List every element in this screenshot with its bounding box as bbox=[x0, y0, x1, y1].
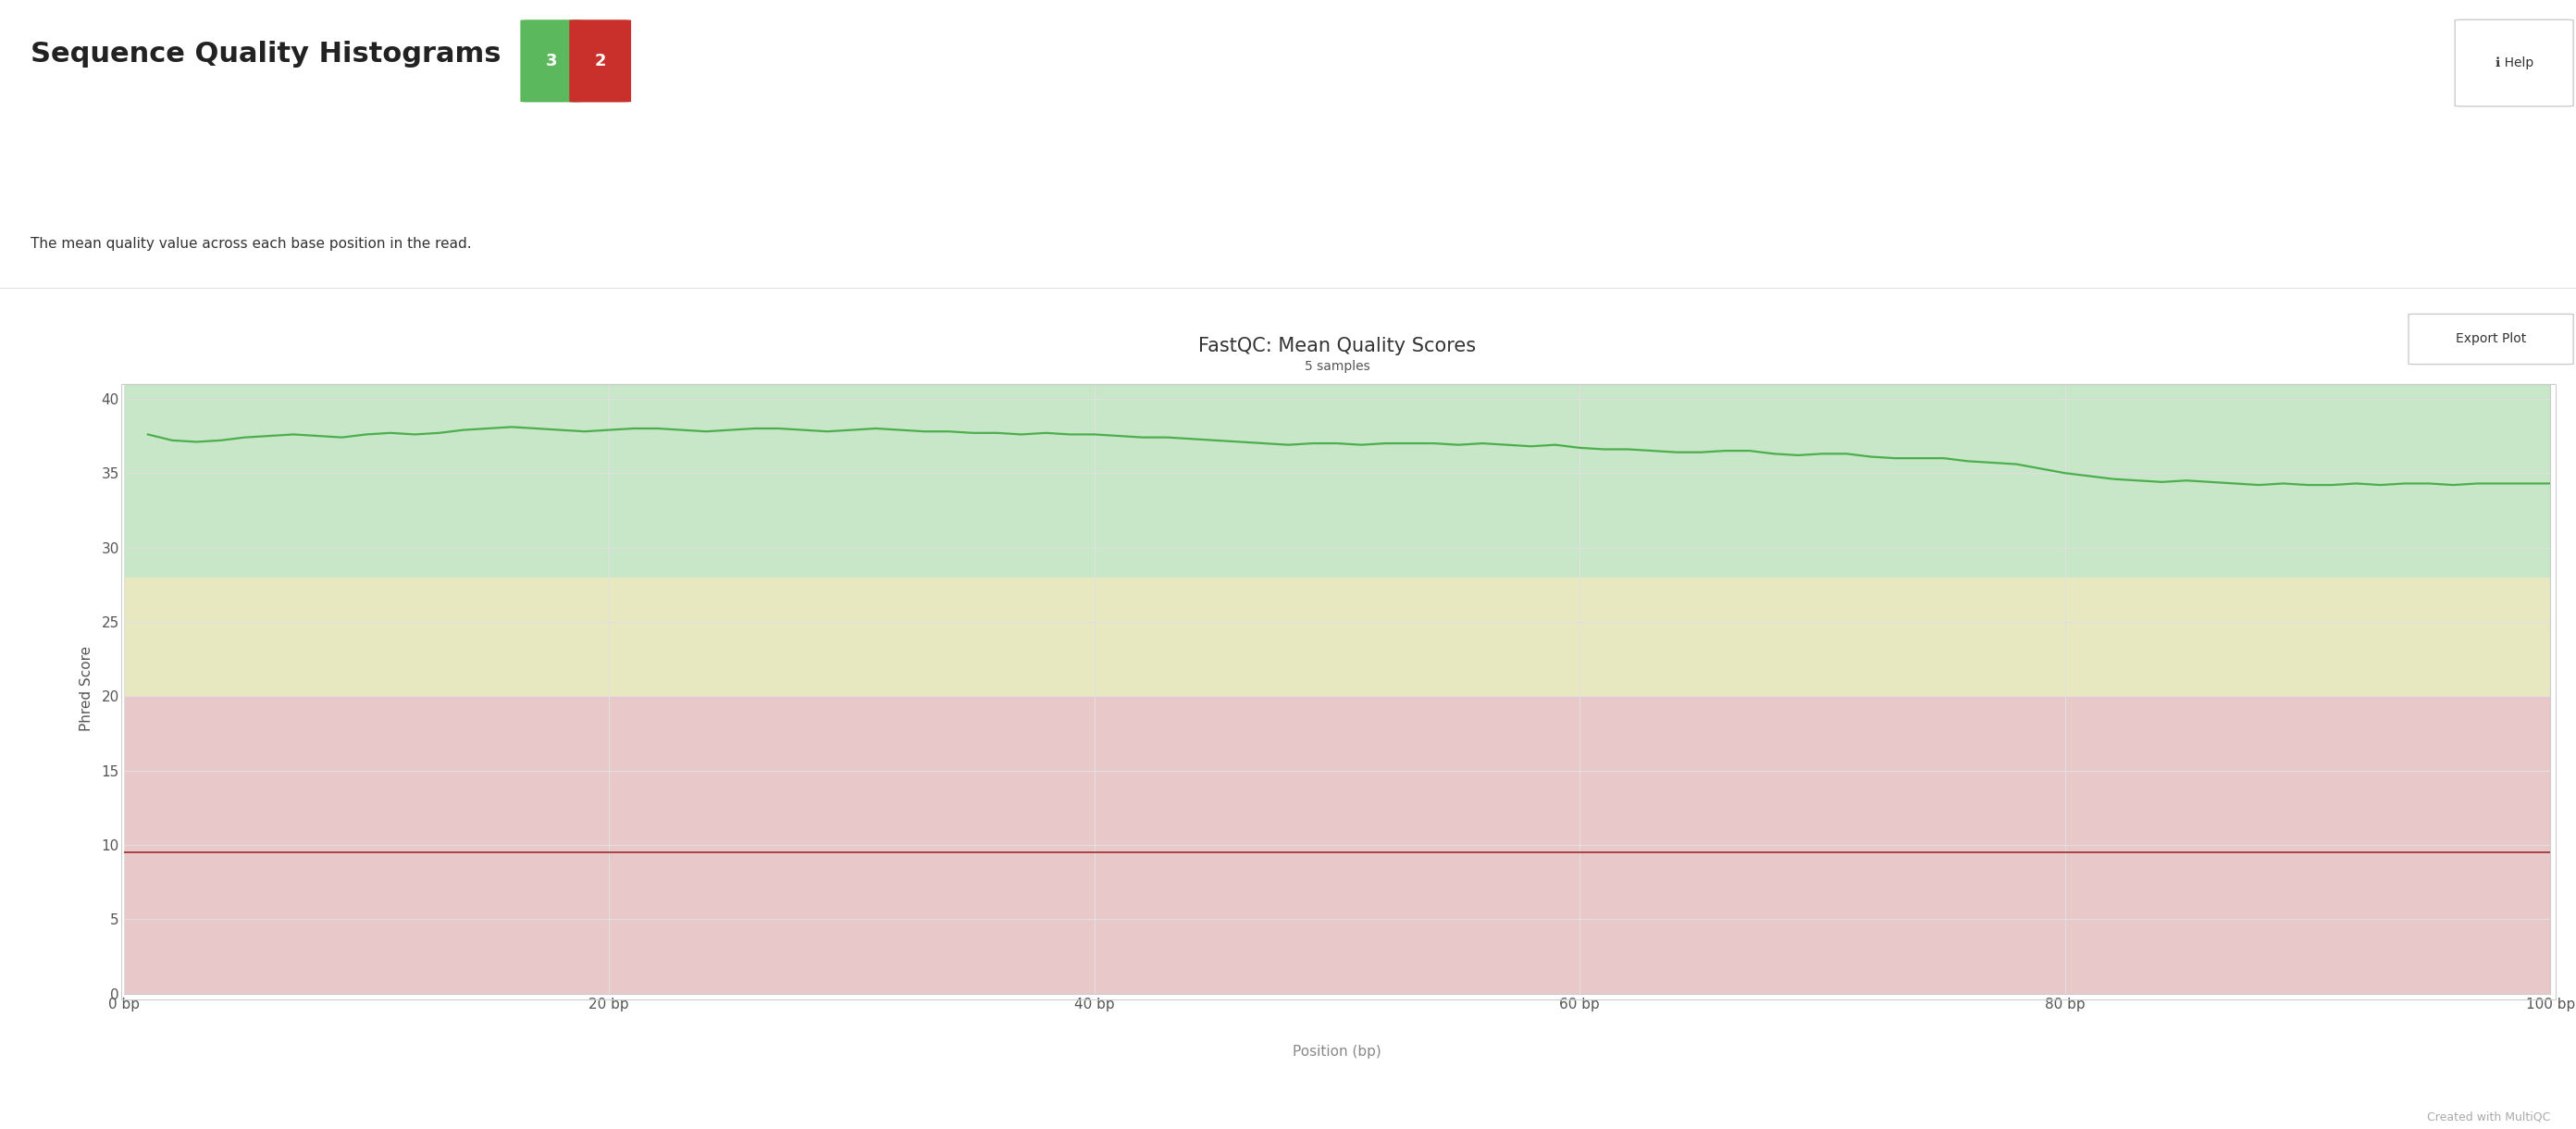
Bar bbox=[124, 577, 2550, 697]
FancyBboxPatch shape bbox=[2455, 19, 2573, 106]
Text: 5 samples: 5 samples bbox=[1303, 360, 1370, 373]
Bar bbox=[124, 384, 2550, 577]
Text: Sequence Quality Histograms: Sequence Quality Histograms bbox=[31, 41, 502, 68]
Text: FastQC: Mean Quality Scores: FastQC: Mean Quality Scores bbox=[1198, 338, 1476, 356]
Text: Created with MultiQC: Created with MultiQC bbox=[2427, 1111, 2550, 1122]
Y-axis label: Phred Score: Phred Score bbox=[80, 646, 93, 732]
FancyBboxPatch shape bbox=[569, 19, 631, 103]
FancyBboxPatch shape bbox=[2409, 314, 2573, 365]
Text: 2: 2 bbox=[595, 53, 605, 69]
Text: Export Plot: Export Plot bbox=[2455, 333, 2527, 345]
Bar bbox=[124, 697, 2550, 994]
Text: 3: 3 bbox=[546, 53, 556, 69]
Text: Position (bp): Position (bp) bbox=[1293, 1044, 1381, 1058]
FancyBboxPatch shape bbox=[520, 19, 582, 103]
Text: The mean quality value across each base position in the read.: The mean quality value across each base … bbox=[31, 237, 471, 251]
Text: ℹ Help: ℹ Help bbox=[2496, 56, 2532, 70]
